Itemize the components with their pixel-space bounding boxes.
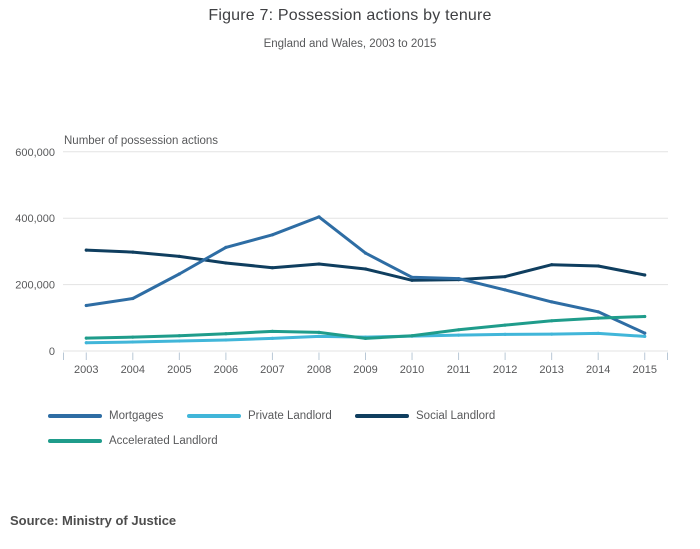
data-point-private-landlord [457, 333, 461, 337]
legend-label-accelerated-landlord: Accelerated Landlord [109, 435, 218, 447]
x-tick-label: 2003 [74, 364, 98, 376]
x-tick-label: 2012 [493, 364, 517, 376]
data-point-private-landlord [224, 338, 228, 342]
series-lines [84, 215, 647, 345]
legend-item-accelerated-landlord: Accelerated Landlord [48, 434, 218, 448]
data-point-mortgages [224, 245, 228, 249]
data-point-mortgages [643, 331, 647, 335]
data-point-private-landlord [270, 336, 274, 340]
x-tick-label: 2008 [307, 364, 331, 376]
data-point-social-landlord [224, 261, 228, 265]
data-point-accelerated-landlord [457, 328, 461, 332]
data-point-mortgages [410, 275, 414, 279]
data-point-mortgages [503, 288, 507, 292]
data-point-accelerated-landlord [131, 335, 135, 339]
possession-actions-line-chart: 0 200,000 400,000 600,000 Number of possessi… [15, 135, 668, 376]
chart-title: Figure 7: Possession actions by tenure [208, 7, 492, 24]
legend-label-mortgages: Mortgages [109, 410, 164, 422]
legend-swatch-mortgages [48, 414, 102, 418]
data-point-accelerated-landlord [224, 332, 228, 336]
data-point-private-landlord [596, 331, 600, 335]
x-tick-label: 2007 [260, 364, 284, 376]
x-tick-label: 2005 [167, 364, 191, 376]
data-point-mortgages [363, 251, 368, 255]
points-private-landlord [84, 331, 647, 345]
x-tick-label: 2010 [400, 364, 424, 376]
data-point-mortgages [270, 233, 274, 237]
data-point-accelerated-landlord [596, 316, 600, 320]
data-point-mortgages [550, 300, 554, 304]
data-point-mortgages [177, 272, 181, 276]
data-point-accelerated-landlord [317, 330, 321, 334]
data-point-social-landlord [317, 262, 321, 266]
x-axis-labels: 2003 2004 2005 2006 2007 2008 2009 2010 2011 2012… [74, 364, 657, 376]
y-tick-label: 400,000 [15, 213, 55, 225]
data-point-mortgages [457, 277, 461, 281]
data-point-private-landlord [131, 340, 135, 344]
data-point-mortgages [317, 215, 321, 219]
data-point-accelerated-landlord [270, 329, 274, 333]
data-point-accelerated-landlord [643, 314, 647, 319]
x-axis-ticks [63, 352, 668, 360]
data-point-social-landlord [643, 273, 647, 277]
data-point-social-landlord [363, 267, 368, 271]
y-tick-label: 0 [49, 346, 55, 358]
data-point-accelerated-landlord [363, 336, 368, 340]
line-mortgages [84, 215, 647, 335]
data-point-private-landlord [503, 332, 507, 336]
data-point-social-landlord [270, 266, 274, 270]
data-point-private-landlord [550, 332, 554, 336]
data-point-private-landlord [643, 334, 647, 338]
data-point-mortgages [596, 310, 600, 314]
points-mortgages [84, 215, 647, 335]
data-point-social-landlord [596, 264, 600, 268]
legend-item-private-landlord: Private Landlord [187, 409, 332, 423]
points-accelerated-landlord [84, 314, 647, 340]
x-tick-label: 2013 [539, 364, 563, 376]
data-point-private-landlord [177, 339, 181, 343]
x-tick-label: 2014 [586, 364, 610, 376]
y-axis-title: Number of possession actions [64, 135, 218, 147]
x-tick-label: 2009 [353, 364, 377, 376]
legend-label-private-landlord: Private Landlord [248, 410, 332, 422]
legend-label-social-landlord: Social Landlord [416, 410, 496, 422]
data-point-private-landlord [317, 334, 321, 338]
data-point-social-landlord [131, 250, 135, 254]
x-tick-label: 2011 [447, 364, 471, 376]
data-point-accelerated-landlord [177, 334, 181, 338]
legend-swatch-private-landlord [187, 414, 241, 418]
legend-item-social-landlord: Social Landlord [355, 409, 495, 423]
chart-subtitle: England and Wales, 2003 to 2015 [263, 38, 437, 50]
data-point-accelerated-landlord [503, 323, 507, 327]
data-point-social-landlord [503, 275, 507, 279]
y-gridlines [63, 151, 668, 352]
source-note: Source: Ministry of Justice [10, 513, 177, 528]
legend-swatch-social-landlord [355, 414, 409, 418]
data-point-private-landlord [84, 341, 88, 345]
legend-swatch-accelerated-landlord [48, 439, 102, 443]
x-tick-label: 2004 [121, 364, 145, 376]
y-tick-label: 600,000 [15, 147, 55, 159]
data-point-mortgages [84, 303, 88, 308]
x-tick-label: 2015 [632, 364, 656, 376]
data-point-social-landlord [410, 278, 414, 282]
y-tick-label: 200,000 [15, 280, 55, 292]
data-point-social-landlord [84, 248, 88, 252]
data-point-social-landlord [550, 263, 554, 267]
data-point-accelerated-landlord [84, 336, 88, 340]
data-point-accelerated-landlord [550, 319, 554, 323]
x-tick-label: 2006 [214, 364, 238, 376]
data-point-social-landlord [177, 254, 181, 258]
y-axis-labels: 0 200,000 400,000 600,000 [15, 147, 55, 358]
data-point-mortgages [131, 296, 135, 301]
legend-item-mortgages: Mortgages [48, 409, 163, 423]
data-point-accelerated-landlord [410, 334, 414, 338]
